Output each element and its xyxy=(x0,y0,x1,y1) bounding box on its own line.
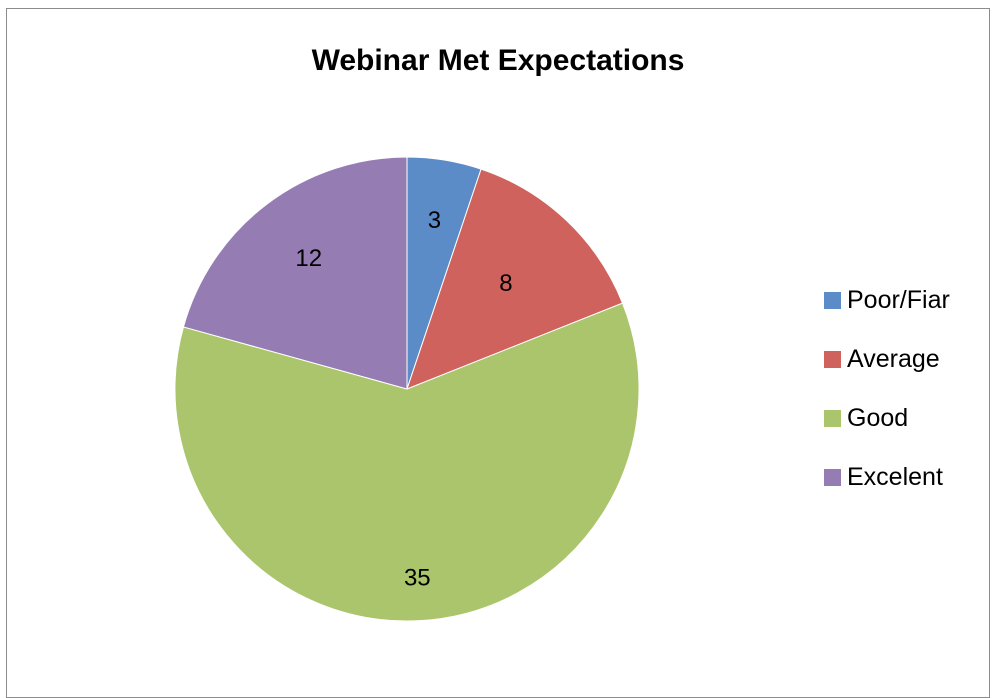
pie-slice-excelent xyxy=(182,156,408,390)
data-label: 12 xyxy=(295,245,322,272)
pie-data-labels: 3 8 35 12 xyxy=(295,207,512,591)
data-label: 3 xyxy=(428,207,441,234)
pie-slice-average xyxy=(406,168,624,390)
legend-label: Good xyxy=(847,403,909,432)
legend-item-poor-fiar: Poor/Fiar xyxy=(824,285,950,315)
pie-slices xyxy=(174,156,640,622)
chart-title: Webinar Met Expectations xyxy=(311,44,685,77)
legend-label: Poor/Fiar xyxy=(847,285,950,314)
legend-label: Average xyxy=(847,344,940,373)
legend-item-good: Good xyxy=(824,403,950,433)
legend-swatch xyxy=(824,409,841,427)
legend: Poor/Fiar Average Good Excelent xyxy=(824,285,950,521)
legend-swatch xyxy=(824,291,841,309)
legend-item-excelent: Excelent xyxy=(824,462,950,492)
legend-swatch xyxy=(824,350,841,368)
data-label: 8 xyxy=(499,270,512,297)
legend-label: Excelent xyxy=(847,462,943,491)
legend-swatch xyxy=(824,468,841,486)
legend-item-average: Average xyxy=(824,344,950,374)
data-label: 35 xyxy=(404,564,431,591)
pie-slice-good xyxy=(174,302,640,622)
